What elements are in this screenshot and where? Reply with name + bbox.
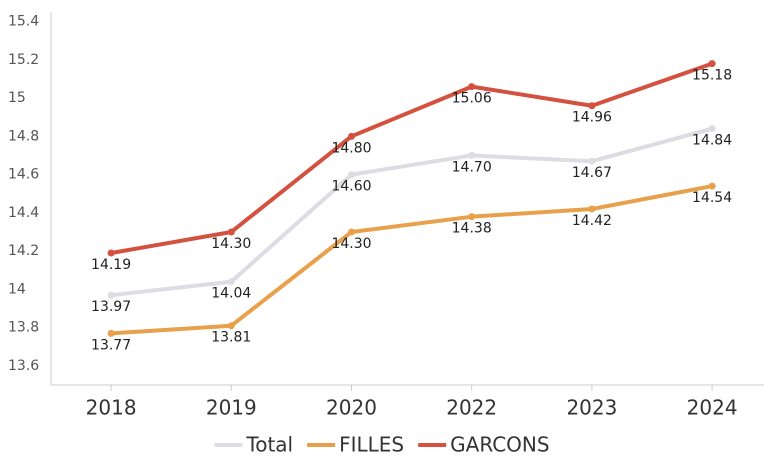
- value-label: 15.18: [692, 68, 732, 84]
- point: [348, 132, 355, 140]
- y-tick-label: 14: [8, 281, 26, 297]
- point: [107, 291, 115, 299]
- y-tick-label: 14.4: [8, 205, 39, 221]
- point: [107, 249, 115, 257]
- y-tick-label: 15.4: [8, 14, 39, 30]
- point: [468, 151, 476, 159]
- value-label: 14.80: [331, 140, 371, 156]
- value-label: 14.42: [572, 213, 612, 229]
- value-label: 14.67: [572, 165, 612, 181]
- x-tick-label: 2023: [566, 396, 617, 420]
- legend-label: Total: [245, 433, 293, 457]
- value-label: 13.97: [91, 299, 131, 315]
- point: [468, 213, 476, 221]
- value-label: 14.54: [692, 190, 732, 206]
- x-tick-label: 2022: [446, 396, 497, 420]
- value-label: 14.38: [452, 221, 492, 237]
- value-label: 14.04: [211, 286, 251, 302]
- point: [227, 322, 235, 330]
- point: [227, 228, 235, 236]
- point: [588, 157, 596, 165]
- y-tick-label: 14.6: [8, 167, 39, 183]
- point: [107, 329, 115, 337]
- point: [227, 278, 235, 286]
- y-tick-label: 13.8: [8, 320, 39, 336]
- value-label: 15.06: [452, 91, 492, 107]
- series-line: [110, 184, 713, 336]
- y-tick-label: 15: [8, 90, 26, 106]
- point: [588, 205, 596, 213]
- legend-label: GARCONS: [450, 433, 549, 457]
- series-line: [110, 61, 713, 255]
- y-tick-label: 13.6: [8, 358, 39, 374]
- point: [708, 60, 716, 68]
- value-label: 14.84: [692, 133, 732, 149]
- point: [348, 171, 355, 179]
- value-label: 13.77: [91, 337, 131, 353]
- value-label: 13.81: [211, 330, 251, 346]
- x-tick-label: 2019: [206, 396, 257, 420]
- x-tick-label: 2020: [326, 396, 377, 420]
- point: [708, 182, 716, 190]
- y-tick-label: 15.2: [8, 52, 39, 68]
- value-label: 14.70: [452, 159, 492, 175]
- y-tick-label: 14.8: [8, 128, 39, 144]
- point: [468, 83, 476, 91]
- value-label: 14.30: [331, 236, 371, 252]
- x-tick-label: 2018: [86, 396, 137, 420]
- series-line: [110, 126, 713, 298]
- legend-label: FILLES: [339, 433, 404, 457]
- point: [588, 102, 596, 110]
- point: [348, 228, 355, 236]
- value-label: 14.60: [331, 179, 371, 195]
- value-label: 14.96: [572, 110, 612, 126]
- value-label: 14.19: [91, 257, 131, 273]
- point: [708, 125, 716, 133]
- x-tick-label: 2024: [687, 396, 738, 420]
- value-label: 14.30: [211, 236, 251, 252]
- y-tick-label: 14.2: [8, 243, 39, 259]
